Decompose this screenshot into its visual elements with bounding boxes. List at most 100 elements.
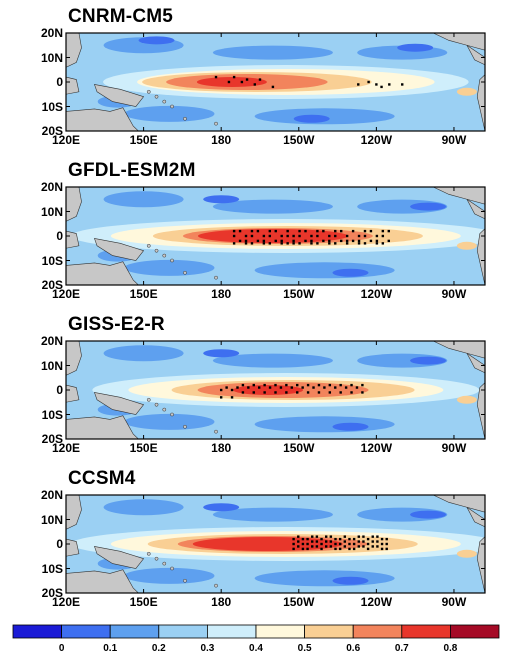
significance-dot [334,386,337,389]
significance-dot [244,239,248,243]
land-north-america [433,33,485,51]
significance-dot [292,542,295,546]
significance-dot [357,234,361,238]
panel-title-4: CCSM4 [68,468,136,489]
island [170,258,174,263]
low-value-patch [124,105,215,122]
significance-dot [375,234,379,238]
land-australia [66,107,139,131]
significance-dot [268,242,272,245]
significance-dot [292,537,295,541]
lon-label: 90W [441,441,467,455]
significance-dot [362,535,365,538]
significance-dot [274,239,277,243]
significance-dot [323,386,326,389]
significance-dot [345,239,349,243]
colorbar-label: 0.1 [103,643,118,654]
lat-label: 10S [41,407,63,422]
colorbar [12,624,500,639]
significance-dot [315,540,319,543]
lon-label: 120E [51,595,81,609]
low-value-patch [212,199,333,214]
significance-dot [376,535,379,538]
significance-dot [230,396,234,399]
island [162,407,167,412]
lat-label: 10S [41,561,63,576]
significance-dot [322,229,325,233]
significance-dot [230,388,234,392]
colorbar-segment [352,624,403,639]
colorbar-label: 0.8 [443,643,458,654]
significance-dot [258,386,261,389]
land-north-america [433,341,485,359]
lon-label: 180 [211,133,232,147]
significance-dot [380,537,384,541]
significance-dot [363,229,367,233]
colorbar-label: 0.4 [249,643,263,654]
lon-label: 90W [441,595,467,609]
significance-dot [371,535,374,538]
island [170,566,174,571]
significance-dot [357,545,360,548]
lon-label: 150E [129,441,158,455]
significance-dot [240,80,244,84]
lowest-value-patch [332,576,369,585]
significance-dot [351,239,355,243]
coastal-warm-spot [456,241,477,250]
significance-dot [334,542,337,546]
low-value-patch [124,567,215,584]
island [154,94,159,99]
land-north-america [433,495,485,513]
island [162,561,167,566]
significance-dot [306,542,309,546]
land-central-america [466,353,485,374]
significance-dot [328,239,331,243]
significance-dot [343,535,347,538]
significance-dot [328,242,331,245]
significance-dot [244,234,248,238]
significance-dot [344,386,348,389]
significance-dot [301,547,305,551]
significance-dot [324,545,328,548]
lat-label: 20N [40,26,63,40]
significance-dot [329,540,333,543]
land-indonesia [66,538,80,557]
significance-dot [232,242,236,245]
significance-dot [306,391,310,394]
lon-label: 150E [129,595,158,609]
colorbar-segment [12,624,62,639]
significance-dot [292,242,295,245]
lat-label: 10N [40,512,63,527]
significance-dot [311,545,314,548]
significance-dot [338,547,342,551]
low-value-patch [103,191,184,208]
lat-label: 20S [41,278,63,292]
colorbar-segment [206,624,257,639]
significance-dot [262,242,266,245]
lon-label: 90W [441,287,467,301]
significance-dot [280,234,283,238]
land-central-america [466,199,485,220]
significance-dot [297,540,300,543]
lon-label: 180 [211,595,232,609]
land-indonesia [66,76,80,95]
significance-dot [339,383,342,387]
significance-dot [241,391,245,394]
land-new-guinea [93,546,145,569]
significance-dot [306,383,310,387]
lon-label: 150E [129,287,158,301]
significance-dot [256,239,260,243]
significance-dot [376,540,379,543]
island [146,243,151,248]
significance-dot [357,239,361,243]
lat-label: 10N [40,358,63,373]
significance-dot [262,234,266,238]
lon-label: 120E [51,133,81,147]
significance-dot [292,239,295,243]
island [154,248,159,253]
lat-label: 20S [41,586,63,600]
land-philippines [66,341,82,376]
lat-label: 0 [56,383,63,397]
island [170,412,174,417]
